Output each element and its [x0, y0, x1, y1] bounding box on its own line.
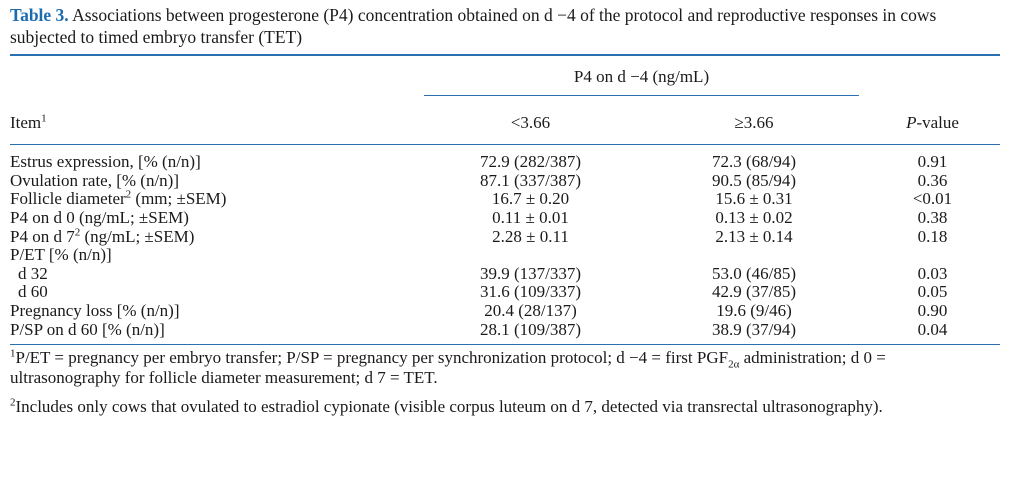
row-pvalue: 0.04 [917, 319, 948, 339]
row-high-value: 0.13 ± 0.02 [715, 207, 793, 227]
row-item: P/ET [% (n/n)] [10, 245, 112, 265]
row-high-value: 72.3 (68/94) [711, 152, 797, 172]
row-high-value: 2.13 ± 0.14 [715, 226, 793, 246]
row-item: P/SP on d 60 [% (n/n)] [10, 319, 165, 339]
row-low-value: 0.11 ± 0.01 [492, 207, 569, 227]
row-pvalue: 0.90 [917, 300, 948, 320]
table-row: Ovulation rate, [% (n/n)] 87.1 (337/387) 9… [10, 170, 1000, 191]
item-header: Item1 [10, 111, 47, 132]
row-item: Pregnancy loss [% (n/n)] [10, 300, 180, 320]
table-row: P4 on d 72 (ng/mL; ±SEM) 2.28 ± 0.11 2.13 … [10, 225, 1000, 247]
bottom-rule [10, 344, 1000, 346]
high-header: ≥3.66 [734, 112, 774, 132]
row-pvalue: 0.05 [917, 282, 948, 302]
group-subrule [424, 94, 860, 96]
table-row: Pregnancy loss [% (n/n)] 20.4 (28/137) 19.… [10, 300, 1000, 321]
footnotes: 1P/ET = pregnancy per embryo transfer; P… [10, 348, 1000, 417]
header-rule [10, 144, 1000, 146]
data-table: P4 on d −4 (ng/mL) Item1 <3.66 ≥3.66 P-v… [10, 56, 1000, 341]
row-pvalue: 0.18 [917, 226, 948, 246]
row-low-value: 31.6 (109/337) [479, 282, 582, 302]
row-item: Ovulation rate, [% (n/n)] [10, 170, 179, 190]
header-column-row: Item1 <3.66 ≥3.66 P-value [10, 96, 1000, 145]
header-rule-row [10, 144, 1000, 146]
row-item: P4 on d 0 (ng/mL; ±SEM) [10, 207, 189, 227]
header-group-row: P4 on d −4 (ng/mL) [10, 56, 1000, 95]
row-low-value: 16.7 ± 0.20 [491, 189, 570, 209]
footnote-1: 1P/ET = pregnancy per embryo transfer; P… [10, 347, 886, 388]
row-pvalue: 0.36 [917, 170, 948, 190]
table-row: P/ET [% (n/n)] [10, 245, 1000, 265]
row-low-value: 87.1 (337/387) [479, 170, 582, 190]
row-low-value: 39.9 (137/337) [479, 263, 582, 283]
row-low-value: 28.1 (109/387) [479, 319, 582, 339]
table-label: Table 3. [10, 5, 69, 25]
row-high-value: 15.6 ± 0.31 [715, 189, 793, 209]
row-pvalue: 0.03 [917, 263, 948, 283]
row-high-value: 38.9 (37/94) [711, 319, 797, 339]
group-rule-row [10, 94, 1000, 96]
table-row: d 32 39.9 (137/337) 53.0 (46/85) 0.03 [10, 263, 1000, 284]
row-high-value: 90.5 (85/94) [711, 170, 797, 190]
row-pvalue: 0.91 [917, 152, 948, 172]
group-header: P4 on d −4 (ng/mL) [573, 67, 710, 86]
row-item: Estrus expression, [% (n/n)] [10, 152, 201, 172]
pvalue-header: P-value [906, 112, 959, 132]
table-figure: Table 3. Associations between progestero… [10, 4, 1000, 426]
row-item: P4 on d 72 (ng/mL; ±SEM) [10, 225, 195, 246]
row-item: Follicle diameter2 (mm; ±SEM) [10, 188, 227, 209]
row-pvalue [865, 246, 1000, 265]
row-high-value: 42.9 (37/85) [711, 282, 797, 302]
row-item: d 60 [18, 282, 48, 302]
row-low-value: 20.4 (28/137) [484, 300, 577, 320]
top-rule [10, 54, 1000, 56]
table-row: P4 on d 0 (ng/mL; ±SEM) 0.11 ± 0.01 0.13 ±… [10, 207, 1000, 228]
caption-text: Associations between progesterone (P4) c… [10, 5, 937, 47]
table-row: Estrus expression, [% (n/n)] 72.9 (282/38… [10, 145, 1000, 172]
row-low-value [418, 246, 643, 265]
row-low-value: 72.9 (282/387) [479, 152, 582, 172]
row-pvalue: 0.38 [917, 207, 948, 227]
table-row: P/SP on d 60 [% (n/n)] 28.1 (109/387) 38.9… [10, 319, 1000, 342]
table-row: d 60 31.6 (109/337) 42.9 (37/85) 0.05 [10, 283, 1000, 302]
row-item: d 32 [18, 263, 48, 283]
table-row: Follicle diameter2 (mm; ±SEM) 16.7 ± 0.20… [10, 188, 1000, 209]
row-high-value: 19.6 (9/46) [716, 300, 792, 320]
footnote-2: 2Includes only cows that ovulated to est… [10, 396, 883, 417]
table-caption: Table 3. Associations between progestero… [10, 4, 1000, 48]
low-header: <3.66 [510, 112, 551, 132]
row-low-value: 2.28 ± 0.11 [492, 226, 569, 246]
row-high-value: 53.0 (46/85) [711, 263, 797, 283]
row-pvalue: <0.01 [912, 189, 953, 209]
row-high-value [643, 246, 865, 265]
